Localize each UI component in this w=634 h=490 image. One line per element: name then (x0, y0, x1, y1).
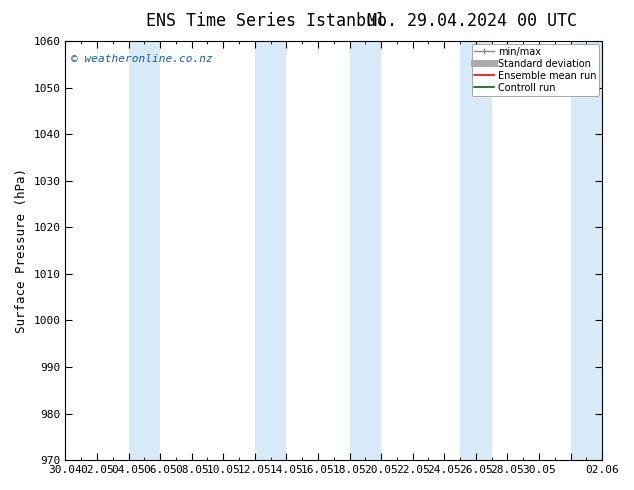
Text: © weatheronline.co.nz: © weatheronline.co.nz (71, 53, 212, 64)
Bar (129, 41, 160, 460)
Bar (255, 41, 287, 460)
Legend: min/max, Standard deviation, Ensemble mean run, Controll run: min/max, Standard deviation, Ensemble me… (472, 44, 599, 96)
Bar (571, 41, 602, 460)
Text: Mo. 29.04.2024 00 UTC: Mo. 29.04.2024 00 UTC (367, 12, 578, 30)
Bar (460, 41, 491, 460)
Y-axis label: Surface Pressure (hPa): Surface Pressure (hPa) (15, 168, 28, 333)
Text: ENS Time Series Istanbul: ENS Time Series Istanbul (146, 12, 386, 30)
Bar (349, 41, 381, 460)
